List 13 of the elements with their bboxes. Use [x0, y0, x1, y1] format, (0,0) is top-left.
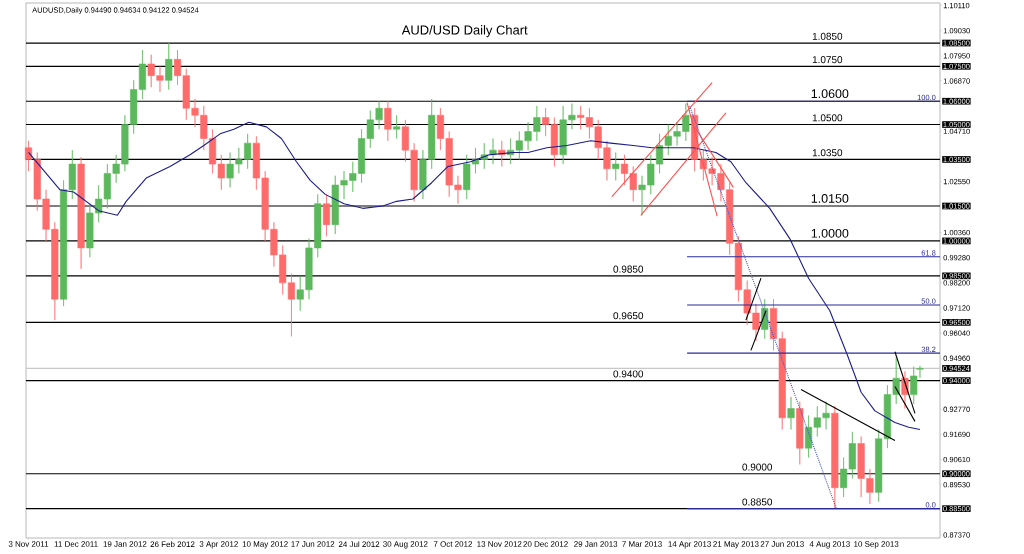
annotation: 1.0850: [812, 32, 843, 40]
annotation: 1.0750: [812, 56, 843, 64]
annotation: 0.9400: [613, 370, 644, 378]
text: AUD/USD Daily Chart: [401, 25, 528, 38]
annotation: 0.9000: [742, 463, 773, 471]
annotation: 0.9850: [613, 265, 644, 273]
annotation: 0.9650: [613, 312, 644, 320]
annotation: 1.0600: [811, 89, 849, 99]
annotation: 1.0350: [812, 149, 843, 157]
annotation: 1.0500: [812, 114, 843, 122]
annotation: 1.0000: [811, 228, 849, 238]
annotation: 0.8850: [742, 498, 773, 506]
annotation: 1.0150: [811, 194, 849, 203]
